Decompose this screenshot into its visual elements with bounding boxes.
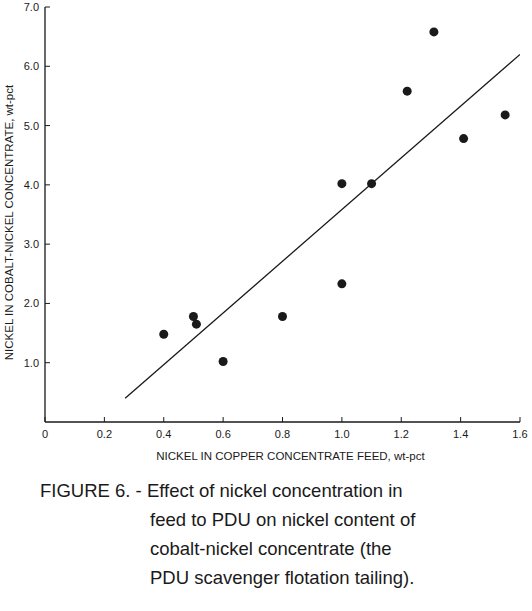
point: [459, 134, 468, 143]
x-tick-label: 0.8: [275, 428, 290, 440]
trend-line: [125, 54, 520, 398]
y-tick-label: 6.0: [24, 60, 39, 72]
point: [278, 312, 287, 321]
y-tick-label: 1.0: [24, 357, 39, 369]
x-tick: [282, 417, 283, 422]
point: [501, 110, 510, 119]
point: [429, 27, 438, 36]
x-tick-label: 0.6: [215, 428, 230, 440]
caption-line: feed to PDU on nickel content of: [150, 509, 416, 530]
x-tick: [401, 417, 402, 422]
y-tick-label: 2.0: [24, 297, 39, 309]
caption: FIGURE 6. - Effect of nickel concentrati…: [40, 480, 416, 588]
caption-line: PDU scavenger flotation tailing).: [150, 567, 414, 588]
x-tick-label: 1.6: [512, 428, 527, 440]
y-tick-label: 5.0: [24, 120, 39, 132]
x-tick-label: 0: [42, 428, 48, 440]
x-tick: [460, 417, 461, 422]
x-tick-label: 1.0: [334, 428, 349, 440]
x-tick: [223, 417, 224, 422]
x-tick-label: 1.2: [394, 428, 409, 440]
x-axis-label: NICKEL IN COPPER CONCENTRATE FEED, wt-pc…: [156, 450, 425, 462]
x-tick-label: 0.2: [97, 428, 112, 440]
point: [219, 357, 228, 366]
y-tick-label: 7.0: [24, 1, 39, 13]
plot-area: [125, 27, 520, 398]
x-tick: [341, 417, 342, 422]
y-tick: [45, 362, 50, 363]
caption-line: FIGURE 6. - Effect of nickel concentrati…: [40, 480, 403, 501]
y-tick: [45, 303, 50, 304]
y-axis: [44, 7, 45, 422]
point: [337, 279, 346, 288]
y-tick: [45, 7, 50, 8]
x-tick-label: 1.4: [453, 428, 468, 440]
point: [192, 320, 201, 329]
y-tick-label: 3.0: [24, 238, 39, 250]
y-tick: [45, 184, 50, 185]
y-tick: [45, 66, 50, 67]
y-tick: [45, 244, 50, 245]
y-axis-label: NICKEL IN COBALT-NICKEL CONCENTRATE, wt-…: [3, 84, 15, 360]
y-tick: [45, 125, 50, 126]
caption-line: cobalt-nickel concentrate (the: [150, 538, 392, 559]
point: [189, 312, 198, 321]
x-tick: [104, 417, 105, 422]
point: [403, 87, 412, 96]
point: [159, 330, 168, 339]
x-tick: [163, 417, 164, 422]
y-tick-label: 4.0: [24, 179, 39, 191]
x-tick-label: 0.4: [156, 428, 171, 440]
point: [337, 179, 346, 188]
x-tick: [520, 417, 521, 422]
chart: 0 0.2 0.4 0.6 0.8 1.0 1.2 1.4 1.6 1.0 2.0 3.0 4.0 5.0…: [0, 0, 532, 611]
x-tick: [45, 417, 46, 422]
